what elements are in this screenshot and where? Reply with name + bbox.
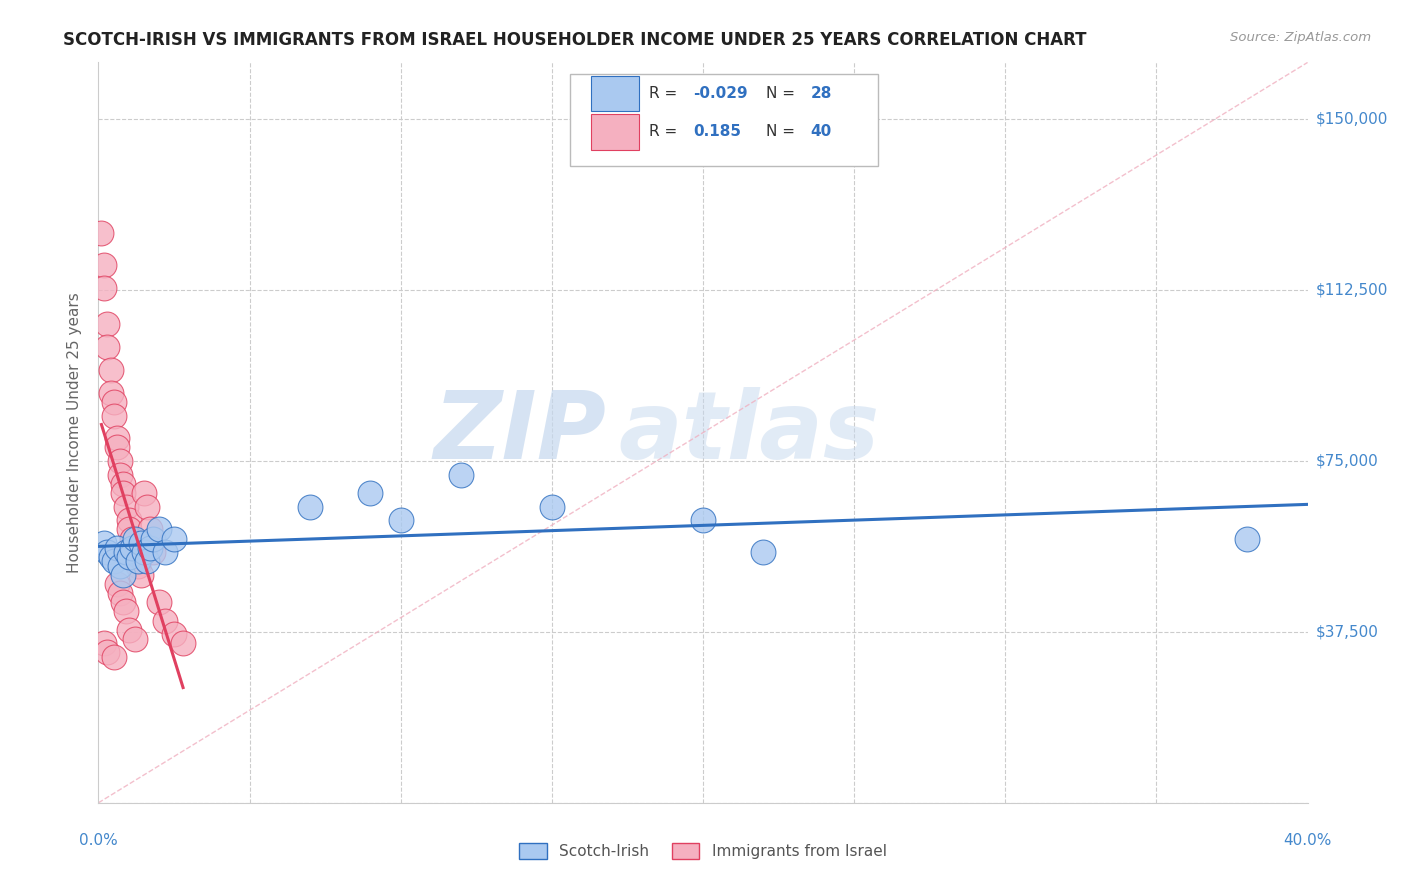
Point [163, 532, 186, 546]
Point [135, 500, 157, 514]
Text: Source: ZipAtlas.com: Source: ZipAtlas.com [1230, 31, 1371, 45]
Point [540, 500, 562, 514]
Point [163, 627, 186, 641]
Point [103, 554, 125, 568]
Point [1236, 532, 1258, 546]
Point [114, 500, 136, 514]
Point [105, 441, 128, 455]
Point [105, 577, 128, 591]
Text: 0.0%: 0.0% [79, 833, 118, 848]
Point [111, 595, 134, 609]
Point [127, 558, 149, 573]
Point [139, 523, 162, 537]
Point [105, 431, 128, 445]
Text: 28: 28 [811, 86, 832, 101]
Point [118, 549, 141, 564]
Point [100, 385, 122, 400]
Point [111, 486, 134, 500]
Point [103, 409, 125, 423]
Point [96, 340, 118, 354]
Text: R =: R = [648, 124, 682, 139]
Text: $75,000: $75,000 [1316, 454, 1379, 468]
Point [132, 545, 155, 559]
Point [103, 395, 125, 409]
Point [108, 467, 131, 482]
Point [129, 536, 152, 550]
Point [93, 281, 115, 295]
Text: $37,500: $37,500 [1316, 624, 1379, 640]
Point [93, 258, 115, 272]
Point [124, 532, 146, 546]
Point [96, 318, 118, 332]
Point [124, 632, 146, 646]
FancyBboxPatch shape [591, 114, 638, 150]
Point [142, 545, 165, 559]
Point [118, 513, 141, 527]
Point [153, 614, 176, 628]
Text: R =: R = [648, 86, 682, 101]
Point [96, 545, 118, 559]
Point [153, 545, 176, 559]
Point [389, 513, 412, 527]
Point [108, 454, 131, 468]
Text: ZIP: ZIP [433, 386, 606, 479]
FancyBboxPatch shape [569, 73, 879, 166]
Point [93, 636, 115, 650]
Point [127, 554, 149, 568]
Text: $112,500: $112,500 [1316, 283, 1388, 298]
Y-axis label: Householder Income Under 25 years: Householder Income Under 25 years [67, 293, 83, 573]
Point [139, 541, 162, 555]
Point [172, 636, 194, 650]
Point [96, 645, 118, 659]
Point [114, 604, 136, 618]
Point [108, 586, 131, 600]
Point [142, 532, 165, 546]
Text: 40: 40 [811, 124, 832, 139]
Point [360, 486, 382, 500]
Point [121, 541, 143, 555]
Point [103, 650, 125, 665]
Point [90, 227, 112, 241]
Text: $150,000: $150,000 [1316, 112, 1388, 127]
Text: N =: N = [766, 124, 800, 139]
Point [118, 523, 141, 537]
Point [450, 467, 472, 482]
Point [121, 532, 143, 546]
Point [132, 545, 155, 559]
Point [299, 500, 322, 514]
Point [108, 558, 131, 573]
Point [100, 363, 122, 377]
Point [148, 595, 170, 609]
Point [114, 545, 136, 559]
Text: 40.0%: 40.0% [1284, 833, 1331, 848]
Text: -0.029: -0.029 [693, 86, 748, 101]
Point [132, 486, 155, 500]
Point [129, 568, 152, 582]
Text: 0.185: 0.185 [693, 124, 741, 139]
Text: atlas: atlas [619, 386, 880, 479]
Point [111, 476, 134, 491]
Point [111, 568, 134, 582]
Point [124, 545, 146, 559]
Legend: Scotch-Irish, Immigrants from Israel: Scotch-Irish, Immigrants from Israel [513, 838, 893, 865]
Text: N =: N = [766, 86, 800, 101]
Point [100, 549, 122, 564]
Point [93, 536, 115, 550]
Point [752, 545, 775, 559]
Point [118, 623, 141, 637]
Point [692, 513, 714, 527]
Point [135, 554, 157, 568]
FancyBboxPatch shape [591, 76, 638, 112]
Text: SCOTCH-IRISH VS IMMIGRANTS FROM ISRAEL HOUSEHOLDER INCOME UNDER 25 YEARS CORRELA: SCOTCH-IRISH VS IMMIGRANTS FROM ISRAEL H… [63, 31, 1087, 49]
Point [148, 523, 170, 537]
Point [105, 541, 128, 555]
